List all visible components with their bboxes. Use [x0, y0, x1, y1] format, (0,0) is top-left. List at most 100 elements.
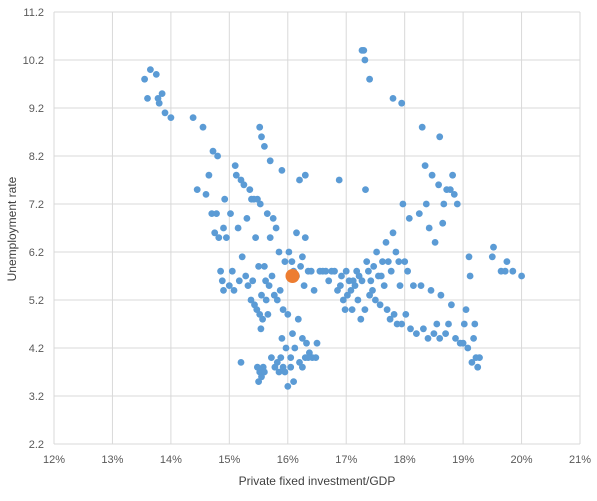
- data-point: [189, 114, 197, 121]
- data-point: [299, 335, 306, 342]
- data-point: [272, 224, 280, 232]
- data-point: [282, 344, 290, 352]
- x-tick-label: 19%: [452, 454, 474, 466]
- data-point: [261, 263, 268, 270]
- data-point: [147, 66, 154, 73]
- data-point: [518, 272, 525, 280]
- data-point: [227, 210, 234, 218]
- data-point: [276, 287, 284, 294]
- data-point: [449, 171, 456, 179]
- data-point: [382, 239, 390, 246]
- data-point: [398, 99, 406, 107]
- data-point: [255, 263, 262, 270]
- data-point: [427, 287, 435, 294]
- data-point: [407, 325, 414, 333]
- data-point: [155, 99, 163, 107]
- data-point: [281, 258, 289, 265]
- data-point: [220, 224, 227, 232]
- data-point: [354, 296, 362, 304]
- data-point: [362, 186, 369, 194]
- y-tick-label: 4.2: [29, 343, 44, 355]
- data-point: [313, 339, 321, 347]
- data-point: [312, 354, 320, 361]
- data-point: [471, 320, 479, 328]
- data-point: [470, 335, 477, 342]
- data-point: [442, 330, 449, 337]
- data-point: [509, 267, 517, 275]
- data-point: [289, 330, 296, 337]
- data-point: [213, 210, 220, 218]
- y-tick-labels: 2.2 3.2 4.2 5.2 6.2 7.2 8.2 9.2 10.2 11.2: [23, 7, 44, 451]
- data-point: [232, 171, 240, 179]
- data-point: [366, 75, 373, 83]
- data-point: [395, 258, 403, 265]
- data-point: [435, 181, 442, 189]
- data-point: [337, 282, 344, 289]
- data-point: [431, 239, 439, 246]
- data-point: [244, 282, 252, 289]
- data-point: [141, 75, 149, 83]
- data-point: [421, 162, 429, 170]
- data-point: [464, 344, 472, 352]
- data-point: [247, 296, 255, 304]
- data-point: [335, 176, 343, 184]
- data-point: [258, 133, 265, 141]
- data-point: [202, 191, 210, 198]
- data-point: [209, 147, 217, 155]
- x-tick-labels: 12% 13% 14% 15% 16% 17% 18% 19% 20% 21%: [43, 454, 591, 466]
- highlight-group: [285, 269, 300, 283]
- data-point: [365, 267, 372, 275]
- x-tick-label: 15%: [218, 454, 240, 466]
- data-point: [262, 277, 269, 285]
- data-point: [436, 335, 444, 342]
- data-point: [288, 258, 296, 265]
- data-point: [417, 282, 425, 289]
- data-point: [369, 287, 376, 294]
- data-point: [372, 296, 379, 304]
- data-point: [277, 354, 285, 361]
- data-point: [415, 210, 423, 218]
- data-point: [278, 167, 286, 174]
- data-point: [269, 215, 277, 222]
- data-point: [167, 114, 175, 121]
- data-point: [445, 320, 452, 328]
- data-point: [214, 152, 222, 160]
- data-point: [215, 234, 223, 242]
- data-point: [384, 258, 392, 265]
- data-point: [297, 263, 304, 270]
- y-axis-title: Unemployment rate: [5, 176, 19, 281]
- data-point: [401, 258, 409, 265]
- data-point: [199, 123, 207, 131]
- x-axis-title: Private fixed investment/GDP: [239, 474, 396, 488]
- data-point: [450, 191, 458, 198]
- data-point: [348, 306, 356, 313]
- data-point: [291, 344, 299, 352]
- data-point: [402, 311, 410, 318]
- data-point: [357, 315, 365, 323]
- data-point: [294, 315, 302, 323]
- data-point: [278, 335, 286, 342]
- data-point: [420, 325, 427, 333]
- data-point: [230, 287, 238, 294]
- data-point: [448, 301, 455, 309]
- x-tick-label: 12%: [43, 454, 65, 466]
- data-point: [296, 176, 303, 184]
- data-point: [275, 248, 283, 256]
- data-point: [287, 354, 295, 361]
- data-point: [322, 267, 330, 275]
- data-point: [376, 301, 384, 309]
- data-point: [424, 335, 432, 342]
- data-point: [387, 267, 395, 275]
- data-point: [418, 123, 426, 131]
- data-point: [266, 157, 274, 165]
- data-point: [389, 229, 397, 237]
- data-point: [218, 277, 226, 285]
- data-point: [285, 248, 293, 256]
- data-point: [266, 234, 274, 242]
- data-point: [258, 291, 265, 299]
- data-point: [304, 354, 312, 361]
- y-tick-label: 6.2: [29, 247, 44, 259]
- data-point: [249, 277, 257, 285]
- y-tick-label: 7.2: [29, 199, 44, 211]
- y-tick-label: 5.2: [29, 295, 44, 307]
